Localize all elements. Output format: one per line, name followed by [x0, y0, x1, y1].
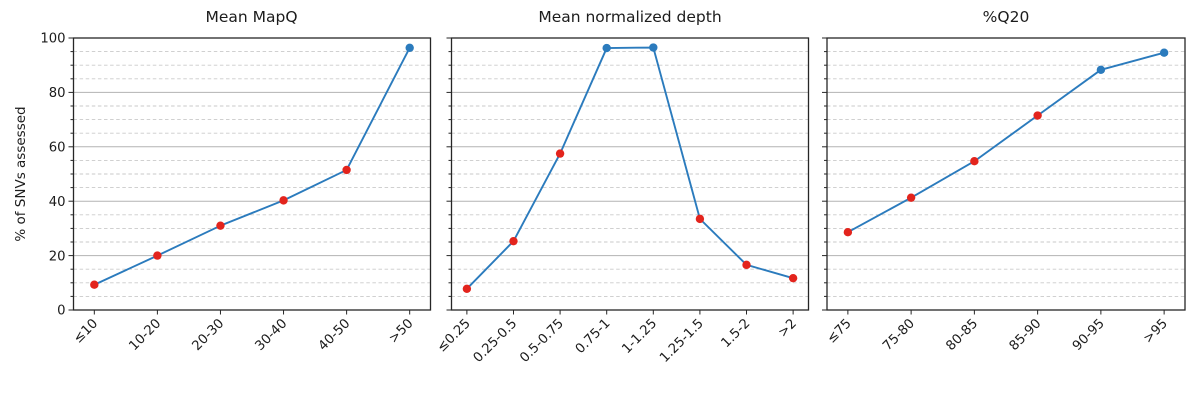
x-tick-label: 75-80 — [880, 316, 918, 354]
data-point — [1159, 48, 1169, 57]
chart-title-mean-mapq: Mean MapQ — [205, 8, 298, 26]
data-point — [649, 43, 658, 52]
data-point — [906, 193, 916, 202]
x-tick-label: 1-1.25 — [619, 316, 660, 357]
x-tick-label: 1.25-1.5 — [657, 316, 707, 366]
y-tick-label: 100 — [40, 32, 65, 47]
series-line — [466, 46, 794, 290]
x-tick-label: 80-85 — [943, 316, 981, 354]
data-point — [90, 280, 99, 289]
chart-title-percent-q20: %Q20 — [982, 8, 1030, 26]
data-point — [153, 251, 162, 260]
data-point — [555, 149, 565, 158]
x-tick-label: 90-95 — [1070, 316, 1108, 354]
x-tick-label: 85-90 — [1007, 316, 1045, 354]
chart-panel: 0 20 40 60 80 100 ≤10 10-20 20-30 30-40 40-50 >50 — [40, 32, 432, 354]
data-point — [970, 157, 979, 166]
y-tick-label: 80 — [49, 86, 66, 101]
x-tick-label: >2 — [776, 316, 800, 340]
data-point — [602, 43, 611, 53]
x-tick-label: 30-40 — [253, 316, 291, 354]
data-point — [1096, 65, 1106, 75]
data-point — [462, 284, 472, 293]
x-tick-label: ≤0.25 — [435, 316, 474, 355]
chart-panel: ≤75 75-80 80-85 85-90 90-95 >95 — [822, 37, 1186, 354]
x-tick-label: 0.5-0.75 — [517, 316, 567, 366]
x-tick-label: 0.25-0.5 — [471, 316, 521, 366]
data-point — [405, 43, 414, 52]
chart-panel: ≤0.250.25-0.50.5-0.75 0.75-1 1-1.251.25-1.… — [435, 37, 810, 366]
x-tick-label: >50 — [386, 316, 416, 346]
x-tick-label: ≤75 — [824, 316, 854, 346]
x-tick-label: >95 — [1141, 316, 1171, 346]
y-tick-label: 40 — [49, 195, 66, 210]
y-tick-label: 60 — [49, 141, 66, 156]
series-line — [847, 51, 1165, 234]
y-tick-label: 20 — [49, 249, 66, 264]
data-point — [509, 236, 518, 246]
x-tick-label: 20-30 — [190, 316, 228, 354]
data-point — [742, 260, 751, 270]
data-point — [695, 214, 705, 224]
y-tick-label: 0 — [57, 304, 65, 319]
series-line — [93, 47, 411, 286]
chart-title-mean-normalized-depth: Mean normalized depth — [538, 8, 722, 26]
x-tick-label: 0.75-1 — [573, 316, 614, 357]
x-tick-label: 10-20 — [127, 316, 165, 354]
x-tick-label: 1.5-2 — [719, 316, 754, 351]
x-tick-label: 40-50 — [316, 316, 354, 354]
data-point — [1033, 111, 1042, 120]
data-point — [788, 273, 798, 283]
data-point — [279, 196, 288, 205]
data-point — [216, 221, 225, 230]
x-tick-label: ≤10 — [71, 316, 101, 346]
data-point — [843, 228, 853, 237]
data-point — [342, 165, 351, 175]
